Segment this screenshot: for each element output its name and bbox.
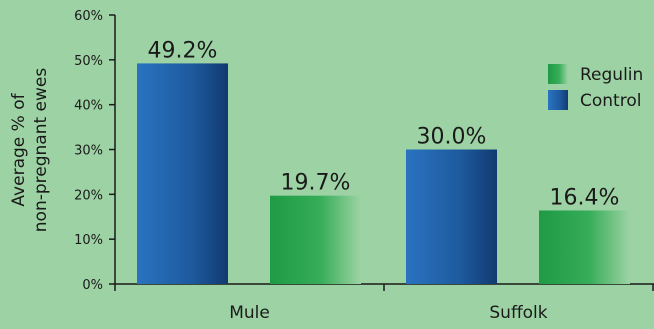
category-label-suffolk: Suffolk bbox=[489, 303, 547, 323]
bar-regulin-suffolk bbox=[539, 210, 630, 284]
category-label-mule: Mule bbox=[229, 303, 270, 323]
data-label: 19.7% bbox=[281, 171, 351, 196]
legend-label-regulin: Regulin bbox=[580, 65, 643, 85]
bars bbox=[137, 63, 630, 284]
bar-control-mule bbox=[137, 63, 228, 284]
y-axis-title-line-2: non-pregnant ewes bbox=[31, 68, 51, 233]
legend-swatch-regulin bbox=[548, 64, 568, 84]
category-labels: Mule Suffolk bbox=[229, 303, 548, 323]
data-label: 16.4% bbox=[550, 185, 620, 210]
bar-control-suffolk bbox=[406, 149, 497, 284]
y-tick-label: 60% bbox=[74, 9, 103, 24]
legend-swatch-control bbox=[548, 90, 568, 110]
y-tick-label: 10% bbox=[74, 233, 103, 248]
y-tick-label: 0% bbox=[82, 278, 103, 293]
y-tick-label: 50% bbox=[74, 54, 103, 69]
data-label: 30.0% bbox=[417, 125, 487, 150]
legend: Regulin Control bbox=[548, 64, 643, 111]
data-label: 49.2% bbox=[148, 38, 218, 63]
y-axis-title: Average % of non-pregnant ewes bbox=[9, 68, 51, 233]
y-axis-title-line-1: Average % of bbox=[9, 92, 29, 206]
bar-regulin-mule bbox=[270, 195, 361, 284]
data-labels: 49.2% 19.7% 30.0% 16.4% bbox=[148, 38, 620, 210]
y-tick-label: 30% bbox=[74, 144, 103, 159]
y-tick-label: 40% bbox=[74, 99, 103, 114]
y-ticks: 0% 10% 20% 30% 40% 50% 60% bbox=[74, 9, 115, 293]
y-tick-label: 20% bbox=[74, 188, 103, 203]
legend-label-control: Control bbox=[580, 91, 641, 111]
